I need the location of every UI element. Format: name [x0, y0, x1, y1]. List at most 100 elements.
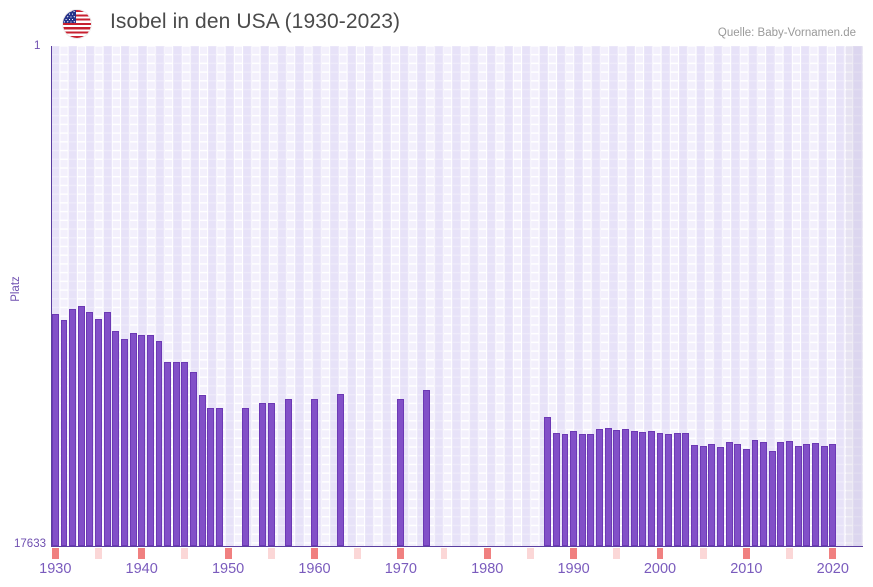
bar-1943[interactable]: [164, 362, 172, 546]
bar-2013[interactable]: [768, 450, 776, 546]
bar-2015[interactable]: [786, 441, 794, 546]
bar-2010[interactable]: [742, 449, 750, 546]
x-tick-major-2000: [656, 547, 664, 559]
x-tick-minor-1985: [526, 547, 534, 559]
plot-area: [51, 46, 863, 546]
x-tick-major-1950: [224, 547, 232, 559]
bar-2001[interactable]: [665, 433, 673, 546]
bar-2012[interactable]: [760, 441, 768, 546]
bar-1954[interactable]: [259, 403, 267, 546]
flag-stars: [63, 10, 76, 23]
x-tick-major-2020: [829, 547, 837, 559]
x-tick-minor-1935: [95, 547, 102, 559]
x-tick-label-1950: 1950: [211, 561, 245, 577]
bar-2008[interactable]: [725, 441, 733, 546]
bar-1990[interactable]: [570, 430, 578, 546]
x-tick-label-1960: 1960: [298, 561, 331, 577]
bar-1946[interactable]: [190, 371, 197, 546]
bar-1999[interactable]: [647, 431, 655, 546]
x-tick-major-1970: [397, 547, 405, 559]
source-label: Quelle: Baby-Vornamen.de: [717, 27, 856, 39]
bar-2014[interactable]: [777, 441, 785, 546]
bar-1994[interactable]: [604, 428, 612, 546]
x-axis-line: [51, 545, 863, 548]
x-tick-label-1990: 1990: [557, 561, 590, 577]
bar-1947[interactable]: [198, 394, 206, 546]
us-flag-icon: [63, 10, 91, 38]
x-tick-minor-2005: [699, 547, 707, 559]
bar-1996[interactable]: [621, 428, 629, 546]
bar-2005[interactable]: [699, 446, 707, 546]
bar-1935[interactable]: [95, 319, 102, 546]
bar-1995[interactable]: [613, 430, 621, 546]
bar-2004[interactable]: [691, 444, 698, 546]
x-tick-label-2010: 2010: [730, 561, 763, 577]
x-tick-minor-1965: [354, 547, 362, 559]
x-tick-label-2000: 2000: [643, 561, 677, 577]
bar-1989[interactable]: [561, 433, 569, 546]
bar-1988[interactable]: [552, 433, 560, 546]
bar-1948[interactable]: [207, 407, 215, 546]
bar-1933[interactable]: [77, 305, 85, 546]
bar-1931[interactable]: [60, 320, 68, 546]
bar-2009[interactable]: [734, 443, 742, 546]
bar-1960[interactable]: [311, 399, 318, 546]
x-tick-label-2020: 2020: [816, 561, 849, 577]
bar-1937[interactable]: [112, 331, 120, 546]
page-title: Isobel in den USA (1930-2023): [110, 10, 401, 33]
bar-1944[interactable]: [172, 361, 180, 546]
bar-2020[interactable]: [829, 443, 837, 546]
bar-1941[interactable]: [146, 335, 154, 546]
bar-1936[interactable]: [103, 311, 111, 546]
bar-1993[interactable]: [596, 428, 603, 546]
bar-1987[interactable]: [544, 416, 552, 546]
bar-1957[interactable]: [285, 399, 292, 546]
bar-1938[interactable]: [120, 338, 128, 546]
x-tick-label-1980: 1980: [471, 561, 504, 577]
bar-1932[interactable]: [69, 308, 77, 546]
bar-2016[interactable]: [794, 445, 802, 546]
x-tick-minor-1945: [181, 547, 189, 559]
bar-1991[interactable]: [578, 434, 586, 546]
x-tick-major-1940: [138, 547, 146, 559]
bar-1939[interactable]: [129, 333, 137, 546]
x-tick-minor-2015: [786, 547, 794, 559]
bar-2018[interactable]: [812, 442, 819, 546]
y-axis-line: [51, 46, 53, 547]
y-axis-bottom-label: 17633: [14, 538, 46, 550]
x-tick-label-1930: 1930: [39, 561, 72, 577]
bar-1955[interactable]: [267, 403, 275, 546]
bar-1940[interactable]: [138, 335, 146, 546]
x-tick-label-1970: 1970: [384, 561, 417, 577]
bar-1963[interactable]: [336, 393, 344, 546]
bar-2002[interactable]: [673, 433, 681, 546]
flag-canton: [63, 10, 76, 23]
bar-1942[interactable]: [155, 340, 163, 546]
x-tick-label-1940: 1940: [125, 561, 158, 577]
y-axis-top-label: 1: [34, 40, 41, 52]
bar-2011[interactable]: [751, 440, 759, 546]
x-tick-minor-1995: [613, 547, 621, 559]
bar-1949[interactable]: [215, 408, 223, 546]
bar-1998[interactable]: [639, 431, 647, 546]
bar-1952[interactable]: [241, 408, 249, 546]
bar-1973[interactable]: [423, 389, 431, 546]
bar-2017[interactable]: [803, 443, 811, 546]
x-tick-major-1960: [311, 547, 318, 559]
bar-1970[interactable]: [397, 399, 405, 546]
bar-1997[interactable]: [630, 430, 638, 546]
bar-1992[interactable]: [587, 433, 595, 546]
bar-2000[interactable]: [656, 432, 664, 546]
bar-2006[interactable]: [708, 444, 716, 546]
x-tick-major-1980: [483, 547, 491, 559]
future-region-shading: [845, 46, 863, 546]
bar-2007[interactable]: [717, 447, 724, 546]
bar-1934[interactable]: [86, 311, 94, 546]
bar-2019[interactable]: [820, 446, 828, 546]
bar-1945[interactable]: [181, 361, 189, 546]
x-tick-major-1930: [51, 547, 59, 559]
bar-2003[interactable]: [682, 432, 690, 546]
chart-header: Isobel in den USA (1930-2023) Quelle: Ba…: [0, 0, 873, 44]
